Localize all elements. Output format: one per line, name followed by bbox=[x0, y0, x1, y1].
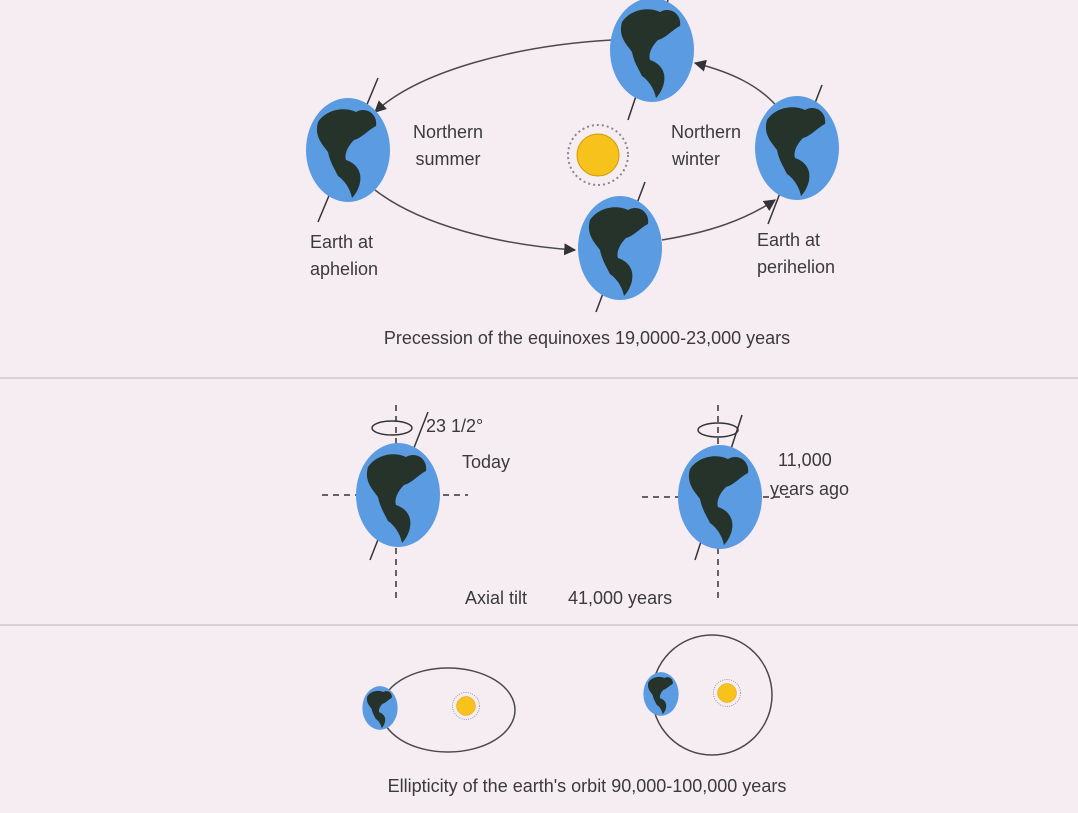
orbit bbox=[380, 667, 516, 753]
orbit-bottom bbox=[661, 199, 776, 241]
label: 11,000 bbox=[778, 450, 832, 470]
caption: Axial tilt bbox=[465, 588, 527, 608]
ellipticity-section: Ellipticity of the earth's orbit 90,000-… bbox=[362, 634, 787, 796]
earth bbox=[578, 196, 662, 300]
rotation bbox=[371, 420, 413, 436]
caption: 41,000 years bbox=[568, 588, 672, 608]
label: years ago bbox=[770, 479, 849, 499]
earth bbox=[356, 443, 440, 547]
label: winter bbox=[671, 149, 720, 169]
label: Earth at bbox=[757, 230, 820, 250]
caption: Precession of the equinoxes 19,0000-23,0… bbox=[384, 328, 790, 348]
orbit-top bbox=[374, 39, 613, 113]
earth bbox=[643, 672, 679, 716]
label: summer bbox=[415, 149, 480, 169]
label: Earth at bbox=[310, 232, 373, 252]
orbit-right bbox=[693, 59, 781, 111]
orbit-left bbox=[374, 189, 577, 256]
sun bbox=[567, 124, 629, 186]
sun bbox=[452, 692, 480, 720]
rotation bbox=[697, 422, 739, 438]
label: Today bbox=[462, 452, 510, 472]
caption: Ellipticity of the earth's orbit 90,000-… bbox=[388, 776, 787, 796]
earth bbox=[306, 98, 390, 202]
label: perihelion bbox=[757, 257, 835, 277]
earth bbox=[610, 0, 694, 102]
label: Northern bbox=[671, 122, 741, 142]
precession-section: Northern summer Northern winter Earth at… bbox=[306, 0, 839, 348]
label: aphelion bbox=[310, 259, 378, 279]
earth bbox=[755, 96, 839, 200]
sun bbox=[713, 679, 741, 707]
earth bbox=[362, 686, 398, 730]
tilt-section: 23 1/2° Today 11,000 years ago Axial til… bbox=[322, 405, 849, 608]
earth bbox=[678, 445, 762, 549]
label: Northern bbox=[413, 122, 483, 142]
label: 23 1/2° bbox=[426, 416, 483, 436]
